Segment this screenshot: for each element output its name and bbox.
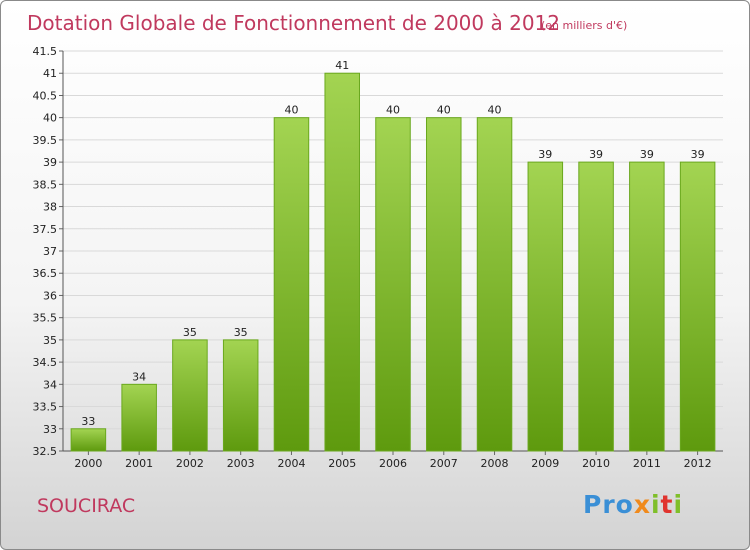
y-tick-label: 37 — [43, 245, 57, 258]
bar-value-label: 33 — [81, 415, 95, 428]
y-tick-label: 34 — [43, 378, 57, 391]
x-tick-label: 2000 — [74, 457, 102, 470]
x-tick-labels: 2000 2001 2002 2003 2004 2005 2006 2007 2008 2009… — [74, 457, 711, 470]
y-tick-labels: 32.5 33 33.5 34 34.5 35 35.5 36 36.5 37 37.5 38 38.5… — [33, 45, 58, 458]
data-labels: 33 34 35 35 40 41 40 40 40 39 39 39 39 — [81, 59, 704, 428]
y-tick-label: 36.5 — [33, 267, 58, 280]
bar-value-label: 40 — [488, 104, 502, 117]
logo-part: i — [650, 490, 661, 519]
bar-value-label: 35 — [183, 326, 197, 339]
bar — [121, 383, 157, 452]
bar — [70, 428, 107, 452]
y-tick-label: 41 — [43, 67, 57, 80]
bar-value-label: 34 — [132, 370, 146, 383]
y-tick-label: 34.5 — [33, 356, 58, 369]
bar — [375, 117, 411, 452]
commune-name: SOUCIRAC — [37, 495, 136, 517]
logo-part: i — [673, 490, 684, 519]
x-tick-label: 2003 — [227, 457, 255, 470]
x-tick-label: 2004 — [277, 457, 305, 470]
bar-value-label: 35 — [234, 326, 248, 339]
bar-value-label: 40 — [437, 104, 451, 117]
y-tick-label: 32.5 — [33, 445, 58, 458]
x-tick-label: 2006 — [379, 457, 407, 470]
logo-part: x — [633, 490, 651, 519]
y-tick-label: 35 — [43, 334, 57, 347]
logo-part: Pro — [583, 490, 634, 519]
y-tick-label: 39.5 — [33, 134, 58, 147]
proxiti-logo[interactable]: Proxiti — [583, 490, 683, 519]
chart-subtitle: (en milliers d'€) — [541, 19, 627, 32]
bar-value-label: 39 — [691, 148, 705, 161]
x-tick-label: 2009 — [531, 457, 559, 470]
bar — [476, 117, 513, 452]
y-tick-label: 40.5 — [33, 89, 58, 102]
x-tick-label: 2002 — [176, 457, 204, 470]
logo-part: t — [660, 490, 674, 519]
x-tick-label: 2008 — [481, 457, 509, 470]
bars — [70, 72, 716, 452]
y-tick-label: 35.5 — [33, 312, 58, 325]
bar-value-label: 39 — [589, 148, 603, 161]
bar — [324, 72, 360, 452]
bar — [629, 161, 665, 452]
bar — [172, 339, 208, 452]
y-tick-label: 33.5 — [33, 401, 58, 414]
y-tick-label: 36 — [43, 289, 57, 302]
y-tick-label: 33 — [43, 423, 57, 436]
y-tick-label: 40 — [43, 112, 57, 125]
bar — [273, 117, 310, 452]
x-tick-label: 2012 — [684, 457, 712, 470]
bar-value-label: 40 — [284, 104, 298, 117]
x-tick-label: 2001 — [125, 457, 153, 470]
x-tick-label: 2011 — [633, 457, 661, 470]
y-tick-label: 39 — [43, 156, 57, 169]
bar — [426, 117, 462, 452]
bar-value-label: 39 — [538, 148, 552, 161]
x-tick-label: 2010 — [582, 457, 610, 470]
bar — [578, 161, 614, 452]
y-tick-label: 38 — [43, 201, 57, 214]
x-tick-label: 2005 — [328, 457, 356, 470]
y-tick-label: 41.5 — [33, 45, 58, 58]
x-tick-label: 2007 — [430, 457, 458, 470]
bar — [527, 161, 564, 452]
y-tick-label: 38.5 — [33, 178, 58, 191]
bar — [679, 161, 716, 452]
bar-value-label: 40 — [386, 104, 400, 117]
bar-value-label: 39 — [640, 148, 654, 161]
y-tick-label: 37.5 — [33, 223, 58, 236]
bar-value-label: 41 — [335, 59, 349, 72]
chart-title: Dotation Globale de Fonctionnement de 20… — [27, 11, 560, 35]
bar — [222, 339, 259, 452]
